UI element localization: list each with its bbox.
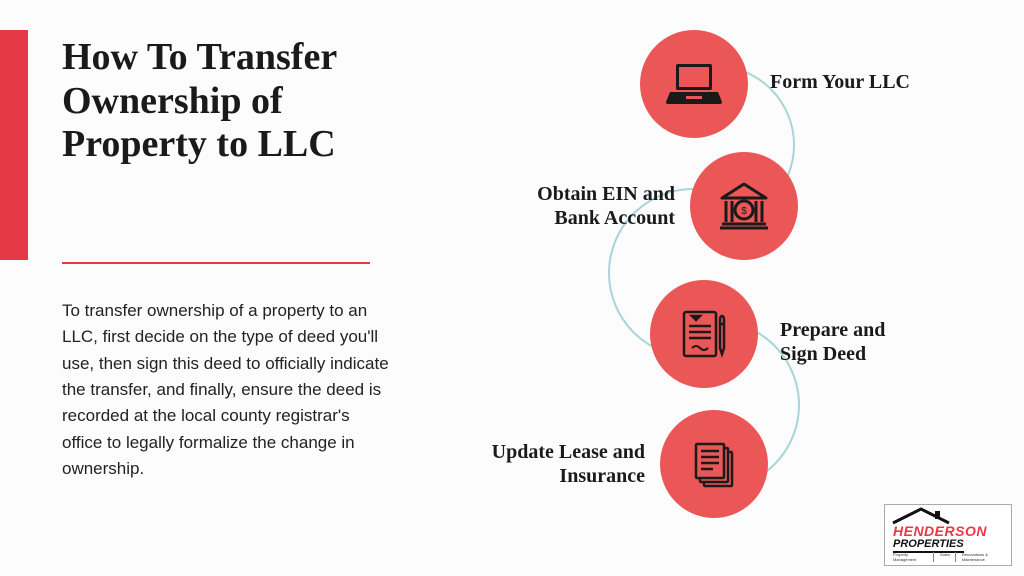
svg-text:$: $ (741, 206, 747, 217)
step-label-3: Prepare and Sign Deed (780, 318, 920, 366)
step-label-2: Obtain EIN and Bank Account (510, 182, 675, 230)
company-logo: HENDERSON PROPERTIES Property Management… (884, 504, 1012, 566)
step-circle-1 (640, 30, 748, 138)
step-label-4-text: Update Lease and Insurance (492, 441, 645, 487)
document-icon (672, 302, 736, 366)
accent-bar (0, 30, 28, 260)
step-label-2-text: Obtain EIN and Bank Account (537, 183, 675, 229)
step-circle-3 (650, 280, 758, 388)
bank-icon: $ (712, 174, 776, 238)
process-flow: Form Your LLC $ Obtain EIN and Bank Acco… (440, 10, 1000, 570)
step-label-1: Form Your LLC (770, 70, 910, 94)
step-label-3-text: Prepare and Sign Deed (780, 319, 885, 365)
logo-name: HENDERSON (893, 523, 987, 539)
logo-taglines: Property Management Sales Renovations & … (893, 552, 1011, 562)
step-circle-2: $ (690, 152, 798, 260)
body-paragraph: To transfer ownership of a property to a… (62, 298, 392, 482)
papers-icon (682, 432, 746, 496)
title-divider (62, 262, 370, 264)
page-title: How To Transfer Ownership of Property to… (62, 36, 402, 167)
step-label-4: Update Lease and Insurance (480, 440, 645, 488)
step-circle-4 (660, 410, 768, 518)
laptop-icon (662, 52, 726, 116)
logo-sub: PROPERTIES (893, 538, 964, 553)
